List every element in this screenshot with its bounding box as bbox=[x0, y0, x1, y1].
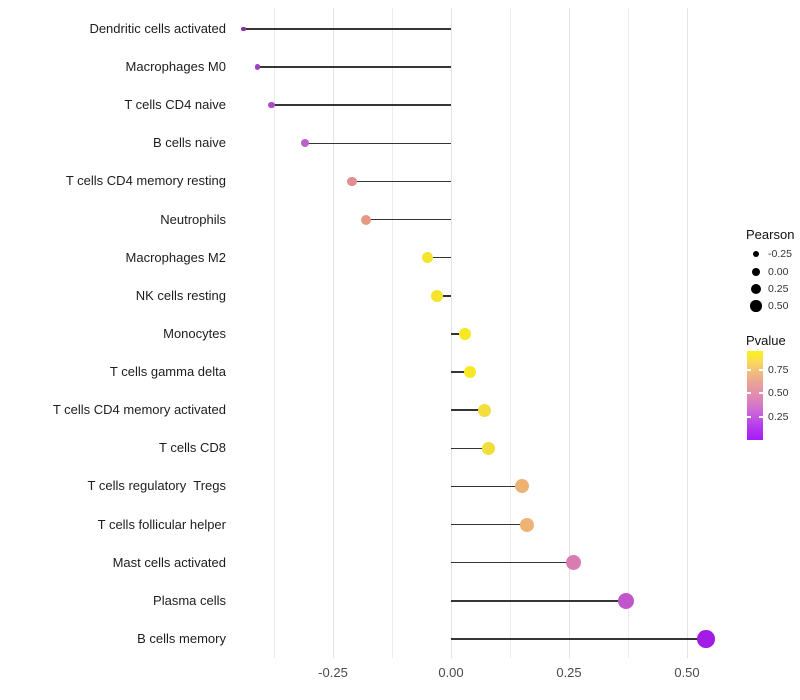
colorbar-tick bbox=[759, 392, 763, 394]
colorbar-tick bbox=[747, 416, 751, 418]
pvalue-colorbar bbox=[747, 351, 763, 440]
lollipop-stem bbox=[451, 333, 466, 335]
lollipop-stem bbox=[451, 600, 626, 602]
colorbar-tick bbox=[759, 369, 763, 371]
row-label: Plasma cells bbox=[153, 592, 226, 608]
data-point bbox=[463, 365, 477, 379]
legend-size-label: -0.25 bbox=[768, 248, 792, 260]
row-label: T cells CD8 bbox=[159, 440, 226, 456]
row-label: Monocytes bbox=[163, 325, 226, 341]
legend-size-title: Pearson bbox=[746, 227, 795, 242]
legend-size-dot bbox=[750, 300, 762, 312]
data-point bbox=[477, 403, 491, 417]
data-point bbox=[566, 555, 582, 571]
colorbar-tick bbox=[747, 392, 751, 394]
legend-size-dot bbox=[751, 284, 761, 294]
row-label: Mast cells activated bbox=[112, 554, 226, 570]
data-point bbox=[361, 214, 372, 225]
lollipop-stem bbox=[427, 256, 451, 259]
lollipop-stem bbox=[271, 104, 451, 106]
row-label: Neutrophils bbox=[160, 211, 226, 227]
data-point bbox=[514, 479, 529, 494]
x-tick-label: 0.00 bbox=[438, 665, 464, 680]
gridline-major bbox=[569, 8, 570, 658]
legend-size-dot bbox=[752, 250, 760, 258]
colorbar-tick bbox=[759, 416, 763, 418]
gridline-major bbox=[333, 8, 334, 658]
colorbar-tick-label: 0.50 bbox=[768, 387, 789, 399]
lollipop-stem bbox=[451, 371, 470, 373]
data-point bbox=[241, 26, 246, 32]
data-point bbox=[430, 289, 443, 302]
legend-size-label: 0.50 bbox=[768, 300, 789, 312]
lollipop-stem bbox=[451, 523, 527, 526]
gridline-major bbox=[687, 8, 688, 658]
lollipop-stem bbox=[304, 142, 451, 145]
data-point bbox=[519, 517, 534, 532]
gridline-minor bbox=[274, 8, 275, 658]
row-label: T cells CD4 naive bbox=[124, 97, 226, 113]
legend-color-title: Pvalue bbox=[746, 333, 786, 348]
row-label: B cells naive bbox=[153, 135, 226, 151]
colorbar-tick-label: 0.75 bbox=[768, 363, 789, 376]
row-label: T cells CD4 memory resting bbox=[65, 173, 226, 189]
lollipop-stem bbox=[257, 66, 451, 68]
row-label: B cells memory bbox=[137, 630, 226, 646]
gridline-minor bbox=[510, 8, 511, 658]
lollipop-stem bbox=[243, 28, 451, 30]
row-label: T cells gamma delta bbox=[109, 364, 226, 380]
row-label: Macrophages M0 bbox=[125, 59, 226, 75]
lollipop-stem bbox=[451, 485, 522, 488]
data-point bbox=[482, 441, 496, 455]
colorbar-tick-label: 0.25 bbox=[768, 411, 789, 424]
row-label: NK cells resting bbox=[135, 287, 226, 303]
data-point bbox=[697, 630, 715, 648]
gridline-minor bbox=[628, 8, 629, 658]
data-point bbox=[458, 327, 472, 341]
x-tick-label: -0.25 bbox=[318, 665, 348, 680]
row-label: T cells follicular helper bbox=[97, 516, 226, 532]
gridline-minor bbox=[392, 8, 393, 658]
row-label: T cells regulatory Tregs bbox=[87, 478, 226, 494]
lollipop-stem bbox=[451, 447, 489, 450]
lollipop-stem bbox=[436, 295, 451, 297]
colorbar-tick bbox=[747, 369, 751, 371]
lollipop-stem bbox=[366, 218, 451, 221]
lollipop-stem bbox=[451, 409, 485, 411]
data-point bbox=[300, 139, 309, 148]
data-point bbox=[254, 64, 261, 70]
legend-size-label: 0.00 bbox=[768, 266, 789, 278]
gridline-major bbox=[451, 8, 452, 658]
lollipop-stem bbox=[451, 561, 574, 564]
data-point bbox=[617, 592, 634, 609]
legend-size-label: 0.25 bbox=[768, 283, 789, 295]
lollipop-stem bbox=[351, 180, 451, 183]
lollipop-stem bbox=[451, 638, 706, 640]
x-tick-label: 0.25 bbox=[556, 665, 582, 680]
row-label: T cells CD4 memory activated bbox=[52, 402, 226, 418]
data-point bbox=[347, 176, 357, 187]
data-point bbox=[421, 251, 434, 264]
row-label: Macrophages M2 bbox=[125, 249, 226, 265]
data-point bbox=[268, 101, 275, 109]
row-label: Dendritic cells activated bbox=[89, 21, 226, 36]
legend-size-dot bbox=[751, 267, 761, 277]
x-tick-label: 0.50 bbox=[674, 665, 700, 680]
